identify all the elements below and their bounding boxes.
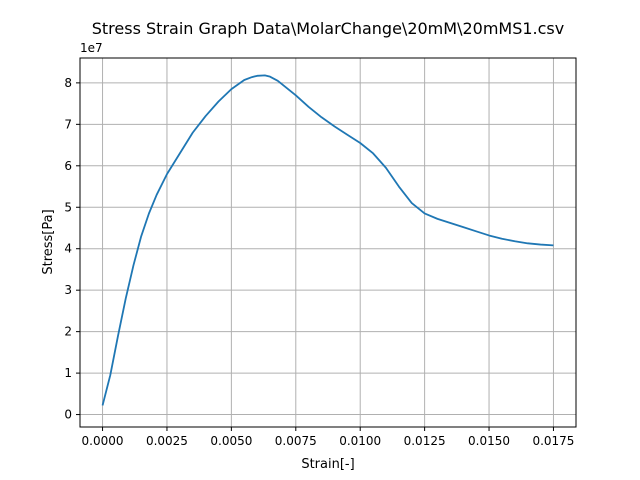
y-axis-label: Stress[Pa] bbox=[41, 209, 56, 274]
series-line bbox=[101, 74, 554, 406]
x-tick-label: 0.0000 bbox=[82, 434, 124, 448]
y-tick-label: 3 bbox=[64, 283, 72, 297]
chart-title: Stress Strain Graph Data\MolarChange\20m… bbox=[92, 19, 564, 38]
x-axis-label: Strain[-] bbox=[301, 457, 354, 472]
y-tick-label: 5 bbox=[64, 200, 72, 214]
series-layer bbox=[101, 74, 554, 406]
y-tick-label: 1 bbox=[64, 366, 72, 380]
x-tick-label: 0.0100 bbox=[339, 434, 381, 448]
y-offset-label: 1e7 bbox=[80, 41, 103, 55]
x-tick-label: 0.0050 bbox=[210, 434, 252, 448]
y-tick-label: 2 bbox=[64, 325, 72, 339]
x-axis-ticks: 0.0000 0.0025 0.0050 0.0075 0.0100 0.0125 0.01… bbox=[82, 427, 574, 448]
x-tick-label: 0.0150 bbox=[468, 434, 510, 448]
x-tick-label: 0.0125 bbox=[404, 434, 446, 448]
x-tick-label: 0.0175 bbox=[532, 434, 574, 448]
y-axis-ticks: 0 1 2 3 4 5 6 7 8 bbox=[64, 76, 80, 422]
grid-layer bbox=[80, 58, 576, 427]
y-tick-label: 8 bbox=[64, 76, 72, 90]
x-tick-label: 0.0075 bbox=[275, 434, 317, 448]
y-tick-label: 4 bbox=[64, 242, 72, 256]
x-tick-label: 0.0025 bbox=[146, 434, 188, 448]
y-tick-label: 7 bbox=[64, 117, 72, 131]
y-tick-label: 0 bbox=[64, 408, 72, 422]
plot-frame bbox=[79, 57, 577, 428]
y-tick-label: 6 bbox=[64, 159, 72, 173]
